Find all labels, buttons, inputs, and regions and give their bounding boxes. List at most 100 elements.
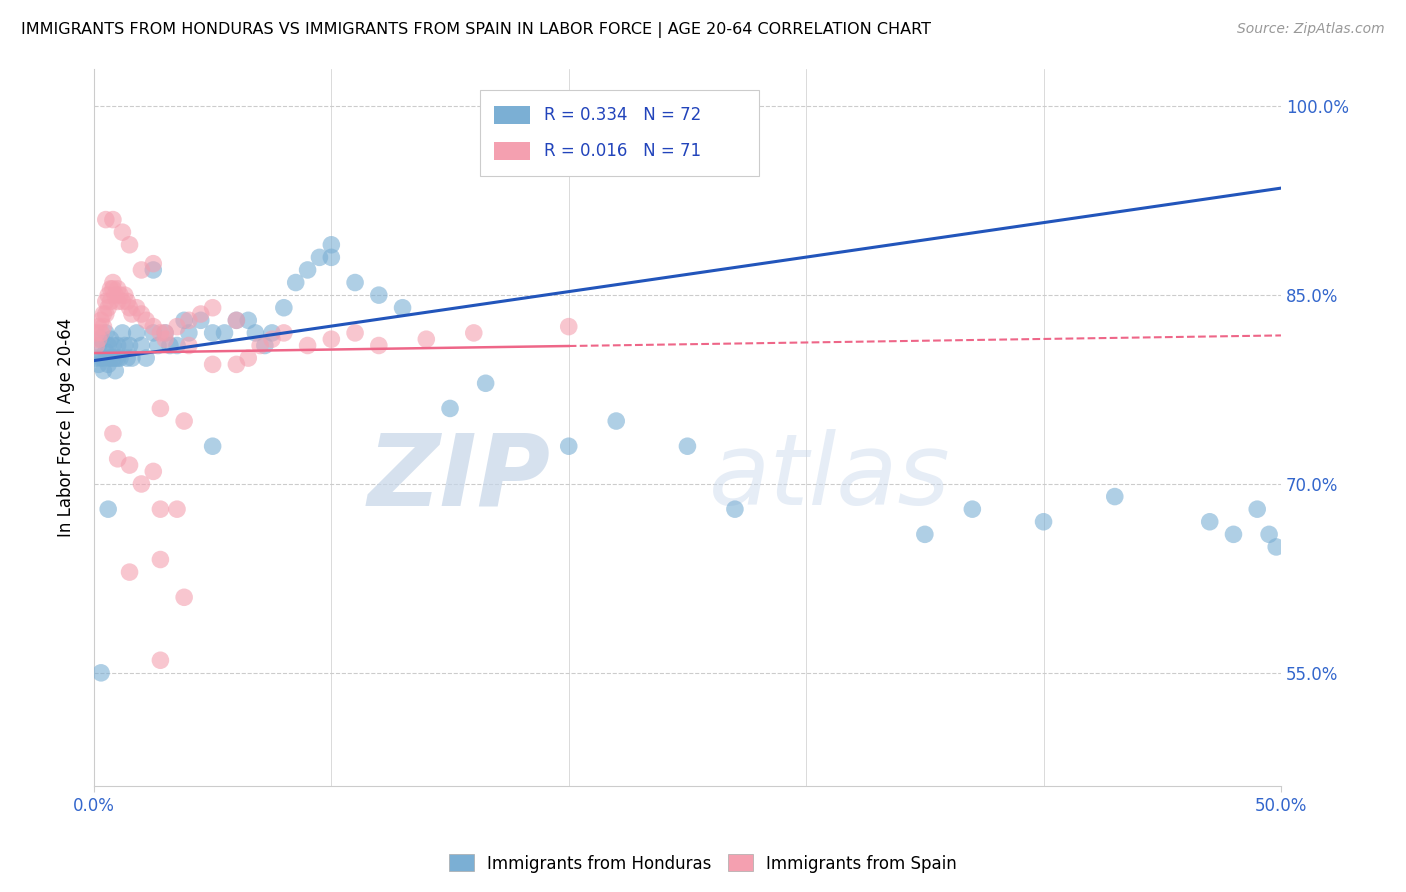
Point xyxy=(558,319,581,334)
Point xyxy=(1222,527,1244,541)
Point xyxy=(297,338,319,352)
Point xyxy=(90,326,112,340)
Point xyxy=(90,332,112,346)
Point xyxy=(87,358,110,372)
Point xyxy=(367,288,389,302)
Point xyxy=(260,326,283,340)
Point xyxy=(87,332,110,346)
Point xyxy=(131,263,153,277)
Point xyxy=(131,477,153,491)
Point xyxy=(94,344,117,359)
Point xyxy=(115,294,138,309)
Point xyxy=(214,326,236,340)
Point xyxy=(100,332,122,346)
Point xyxy=(121,351,143,365)
Point xyxy=(225,313,247,327)
Point xyxy=(190,313,212,327)
Point xyxy=(245,326,267,340)
Point xyxy=(125,326,148,340)
Point xyxy=(93,307,115,321)
Point xyxy=(142,464,165,478)
Point xyxy=(142,263,165,277)
Point xyxy=(153,326,176,340)
Point xyxy=(118,301,141,315)
Point xyxy=(1258,527,1281,541)
Point xyxy=(273,326,295,340)
Point xyxy=(173,591,195,605)
Text: Source: ZipAtlas.com: Source: ZipAtlas.com xyxy=(1237,22,1385,37)
Point xyxy=(94,294,117,309)
Point xyxy=(159,338,181,352)
Point xyxy=(201,326,224,340)
Point xyxy=(135,351,157,365)
Point xyxy=(100,282,122,296)
Point xyxy=(93,364,115,378)
Point xyxy=(94,307,117,321)
Point xyxy=(1265,540,1288,554)
Point xyxy=(474,376,496,391)
Point xyxy=(97,301,120,315)
FancyBboxPatch shape xyxy=(494,142,530,160)
Point xyxy=(100,294,122,309)
Point xyxy=(101,282,124,296)
Point xyxy=(84,338,107,352)
Point xyxy=(238,351,260,365)
Point xyxy=(97,502,120,516)
Point xyxy=(131,338,153,352)
Point xyxy=(97,338,120,352)
Point xyxy=(166,502,188,516)
Point xyxy=(142,326,165,340)
Point xyxy=(177,338,200,352)
Point xyxy=(415,332,437,346)
Text: ZIP: ZIP xyxy=(368,429,551,526)
Point xyxy=(107,294,129,309)
Point xyxy=(166,319,188,334)
Point xyxy=(142,257,165,271)
Point xyxy=(87,319,110,334)
Point xyxy=(118,338,141,352)
Point xyxy=(201,301,224,315)
Point xyxy=(90,665,112,680)
Point xyxy=(201,358,224,372)
Point xyxy=(173,414,195,428)
Point xyxy=(118,237,141,252)
Point xyxy=(344,326,367,340)
Point xyxy=(249,338,271,352)
Point xyxy=(391,301,413,315)
Text: R = 0.334   N = 72: R = 0.334 N = 72 xyxy=(544,106,702,124)
Point xyxy=(107,351,129,365)
Point xyxy=(253,338,276,352)
Point xyxy=(87,338,110,352)
Point xyxy=(605,414,627,428)
Point xyxy=(321,237,343,252)
Point xyxy=(114,338,136,352)
Point xyxy=(149,401,172,416)
Point xyxy=(101,351,124,365)
Point xyxy=(439,401,461,416)
Point xyxy=(111,294,134,309)
Point xyxy=(1032,515,1054,529)
Point xyxy=(125,301,148,315)
Point xyxy=(101,338,124,352)
Point xyxy=(84,351,107,365)
Point xyxy=(104,351,127,365)
Point xyxy=(149,502,172,516)
Point xyxy=(308,251,330,265)
Point xyxy=(177,313,200,327)
Point xyxy=(94,212,117,227)
Point xyxy=(284,276,307,290)
Point xyxy=(273,301,295,315)
Point xyxy=(107,282,129,296)
Point xyxy=(84,326,107,340)
Point xyxy=(131,307,153,321)
Point xyxy=(97,351,120,365)
Text: R = 0.016   N = 71: R = 0.016 N = 71 xyxy=(544,142,702,160)
Point xyxy=(115,351,138,365)
Point xyxy=(225,313,247,327)
Point xyxy=(149,326,172,340)
Point xyxy=(118,458,141,472)
Y-axis label: In Labor Force | Age 20-64: In Labor Force | Age 20-64 xyxy=(58,318,75,537)
Point xyxy=(321,332,343,346)
FancyBboxPatch shape xyxy=(494,106,530,124)
Point xyxy=(344,276,367,290)
